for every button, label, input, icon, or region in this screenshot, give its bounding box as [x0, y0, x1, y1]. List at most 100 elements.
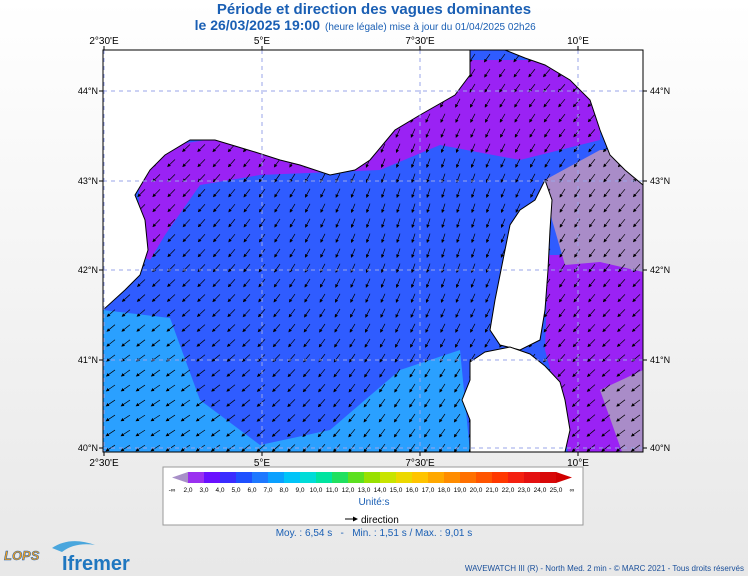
wave-arrow [515, 158, 521, 168]
wave-arrow [602, 324, 611, 333]
wave-arrow [348, 383, 356, 393]
wave-arrow [365, 293, 371, 303]
wave-arrow [500, 158, 506, 168]
wave-arrow [121, 294, 131, 302]
wave-arrow [617, 324, 626, 333]
wave-arrow [182, 189, 191, 198]
wave-arrow [485, 143, 491, 153]
wave-arrow [152, 174, 161, 183]
wave-arrow [364, 338, 371, 348]
wave-arrow [136, 294, 146, 302]
wave-arrow [271, 444, 281, 452]
colorbar-label: 19,0 [454, 487, 467, 494]
wave-arrow [587, 324, 596, 333]
wave-arrow [243, 173, 251, 183]
colorbar-swatch [444, 472, 461, 483]
wave-arrow [471, 203, 476, 214]
wave-arrow [498, 68, 506, 78]
colorbar-label: 2,0 [183, 487, 192, 494]
wave-arrow [602, 339, 611, 348]
wave-arrow [588, 218, 596, 228]
wave-arrow [181, 324, 191, 332]
wave-arrow [409, 353, 416, 363]
wave-arrow [453, 428, 461, 438]
colorbar-label: 15,0 [390, 487, 403, 494]
wave-arrow [150, 399, 161, 407]
wave-arrow [379, 368, 386, 378]
wave-arrow [210, 414, 221, 422]
wave-arrow [424, 368, 431, 378]
colorbar-swatch [300, 472, 317, 483]
wave-arrow [588, 188, 596, 198]
wave-arrow [559, 263, 566, 273]
wave-arrow [319, 323, 326, 333]
wave-arrow [196, 369, 206, 377]
wave-arrow [243, 263, 251, 273]
wave-arrow [180, 369, 191, 377]
colorbar-swatch [364, 472, 381, 483]
wave-arrow [182, 249, 191, 258]
wave-arrow [395, 143, 401, 153]
wave-arrow [601, 369, 611, 377]
colorbar-label: ∞ [570, 487, 575, 494]
wave-arrow [274, 248, 281, 258]
wave-arrow [274, 263, 281, 273]
wave-arrow [273, 278, 281, 288]
wave-arrow [559, 248, 566, 258]
wave-arrow [528, 68, 536, 78]
wave-arrow [243, 248, 251, 258]
wave-arrow [588, 248, 596, 258]
wave-arrow [425, 323, 431, 333]
wave-arrow [587, 309, 596, 318]
wave-arrow [574, 188, 581, 198]
wave-arrow [378, 443, 386, 452]
wave-arrow [333, 383, 341, 393]
wave-arrow [350, 278, 356, 288]
wave-arrow [242, 339, 251, 348]
wave-arrow [319, 278, 326, 288]
wave-arrow [411, 173, 416, 184]
lat-label: 42°N [78, 265, 98, 275]
wave-arrow [631, 339, 641, 347]
wave-arrow [441, 218, 446, 229]
wave-arrow [393, 413, 401, 423]
wave-arrow [410, 143, 416, 153]
wave-arrow [588, 173, 596, 183]
wave-arrow [618, 203, 626, 213]
wave-arrow [256, 414, 266, 422]
wave-arrow [425, 293, 431, 303]
wave-arrow [227, 309, 236, 318]
wave-arrow [213, 218, 221, 228]
wave-arrow [573, 128, 581, 138]
wave-arrow [105, 444, 116, 452]
wave-arrow [150, 429, 161, 437]
wave-arrow [529, 128, 536, 138]
wave-arrow [350, 218, 356, 228]
wave-arrow [485, 263, 491, 273]
wave-arrow [380, 293, 386, 303]
wave-arrow [335, 263, 341, 273]
wave-arrow [364, 323, 371, 333]
wave-arrow [394, 368, 401, 378]
wave-arrow [602, 309, 611, 318]
wave-arrow [121, 324, 131, 332]
wave-arrow [631, 384, 641, 392]
wave-arrow [380, 308, 386, 318]
wave-arrow [633, 203, 641, 213]
wave-arrow [152, 189, 161, 198]
colorbar-label: 3,0 [199, 487, 208, 494]
wave-arrow [455, 278, 461, 288]
wave-arrow [302, 369, 311, 378]
wave-arrow [378, 398, 386, 408]
sea-light [103, 310, 470, 452]
wave-arrow [350, 293, 356, 303]
wave-arrow [454, 353, 461, 363]
wave-arrow [574, 218, 581, 228]
colorbar-label: 11,0 [326, 487, 339, 494]
wave-arrow [150, 384, 161, 392]
wave-arrow [411, 188, 416, 199]
wave-arrow [470, 128, 476, 138]
colorbar-swatch [348, 472, 365, 483]
lat-label: 40°N [650, 443, 670, 453]
wave-arrow [226, 429, 236, 437]
